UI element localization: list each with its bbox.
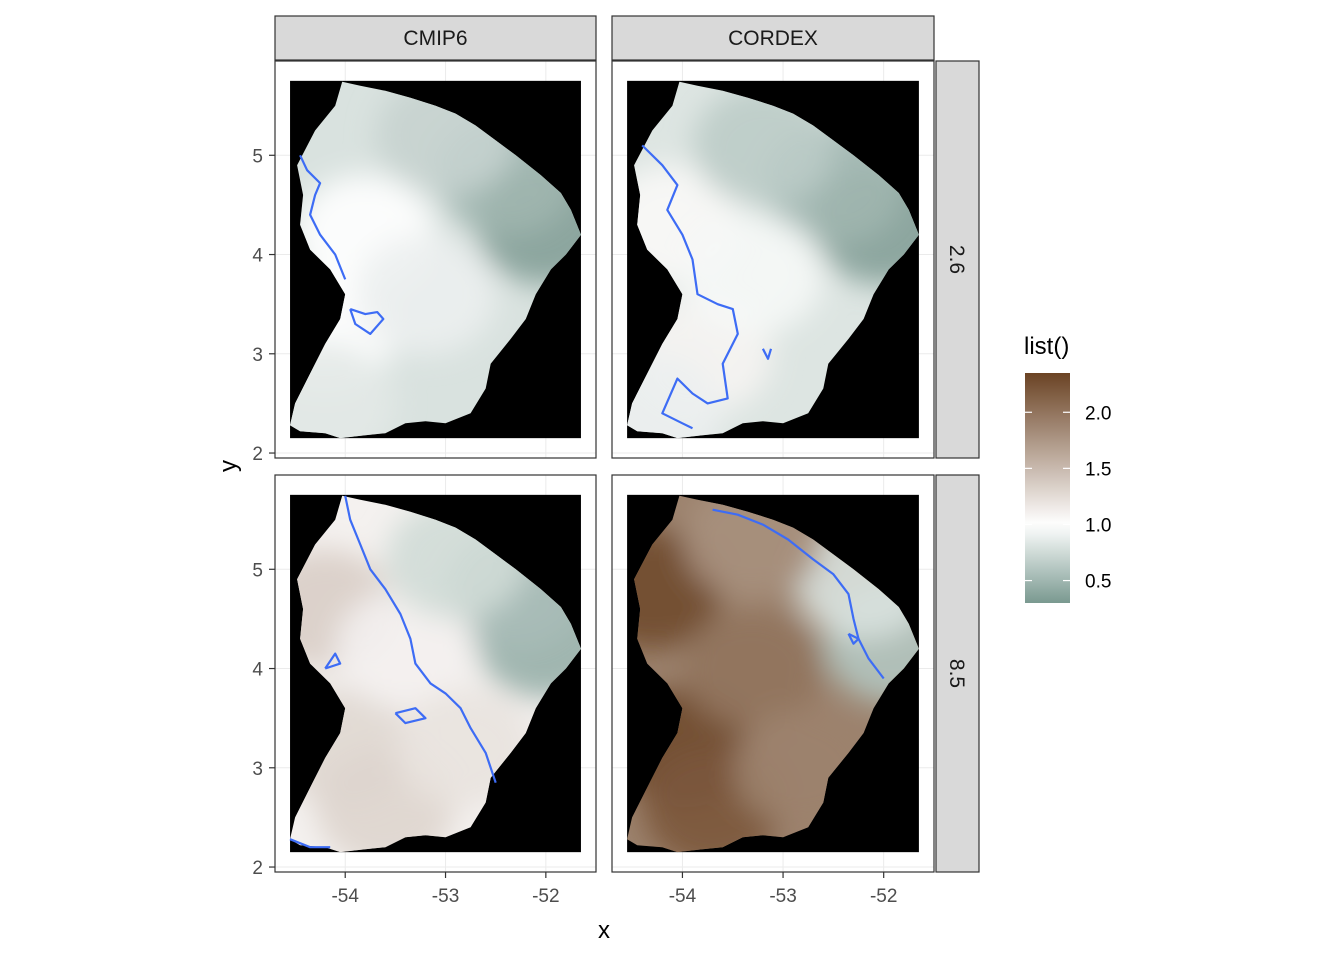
strip-label-26: 2.6: [945, 245, 968, 274]
contour-line: [324, 652, 342, 670]
contour-line: [344, 495, 497, 784]
legend-break-label: 1.0: [1085, 515, 1111, 536]
panel-border: [611, 474, 935, 873]
contour-line: [847, 632, 860, 645]
contour-line: [349, 308, 385, 335]
legend: list() 0.5 1.0 1.5 2.0: [1024, 333, 1111, 603]
y-tick-label: 3: [252, 345, 263, 366]
strip-cmip6-bg: [274, 15, 597, 61]
y-axis: 2 3 4 5 2 3 4 5: [252, 146, 275, 879]
panel-cmip6-26: [274, 60, 597, 459]
x-tick-label: -52: [532, 886, 559, 907]
contour-line: [289, 838, 331, 849]
strip-row-85-bg: [935, 474, 980, 873]
column-strips: CMIP6 CORDEX: [274, 15, 935, 61]
legend-break-label: 2.0: [1085, 403, 1111, 424]
panel-cordex-85: [611, 474, 935, 873]
panel-border: [274, 60, 597, 459]
raster-cell-patch: [682, 608, 823, 729]
legend-ticks: 0.5 1.0 1.5 2.0: [1025, 403, 1111, 593]
x-axis: -54 -53 -52 -54 -53 -52: [331, 872, 897, 907]
y-tick-label: 2: [252, 858, 263, 879]
y-tick-label: 2: [252, 444, 263, 465]
panel-cordex-26: [611, 60, 935, 459]
y-tick-label: 5: [252, 560, 263, 581]
contour-line: [641, 144, 739, 430]
x-tick-label: -54: [669, 886, 697, 907]
x-tick-label: -52: [870, 886, 897, 907]
facet-panels: [274, 60, 935, 873]
legend-break-label: 0.5: [1085, 572, 1111, 593]
panel-cmip6-85: [274, 474, 597, 873]
contour-line: [299, 154, 347, 280]
row-strips: 2.6 8.5: [935, 60, 980, 873]
legend-break-label: 1.5: [1085, 459, 1111, 480]
legend-title: list(): [1024, 333, 1069, 360]
x-tick-label: -53: [432, 886, 459, 907]
y-tick-label: 5: [252, 146, 263, 167]
raster-cell-patch: [355, 234, 496, 355]
strip-row-26-bg: [935, 60, 980, 459]
x-tick-label: -53: [769, 886, 796, 907]
raster-cell-patch: [335, 588, 476, 709]
y-tick-label: 4: [252, 660, 263, 681]
contour-line: [394, 707, 427, 725]
strip-label-cordex: CORDEX: [728, 27, 818, 50]
legend-colorbar: [1025, 373, 1070, 603]
panel-border: [611, 60, 935, 459]
y-axis-title: y: [215, 460, 242, 472]
x-tick-label: -54: [331, 886, 359, 907]
panel-border: [274, 474, 597, 873]
contour-line: [761, 348, 773, 360]
y-tick-label: 3: [252, 759, 263, 780]
x-axis-title: x: [598, 917, 610, 944]
y-tick-label: 4: [252, 246, 263, 267]
raster-cell-patch: [627, 353, 723, 439]
strip-cordex-bg: [611, 15, 935, 61]
contour-line: [712, 508, 885, 680]
raster-cell-patch: [682, 214, 823, 335]
strip-label-cmip6: CMIP6: [403, 27, 467, 50]
strip-label-85: 8.5: [945, 659, 968, 688]
